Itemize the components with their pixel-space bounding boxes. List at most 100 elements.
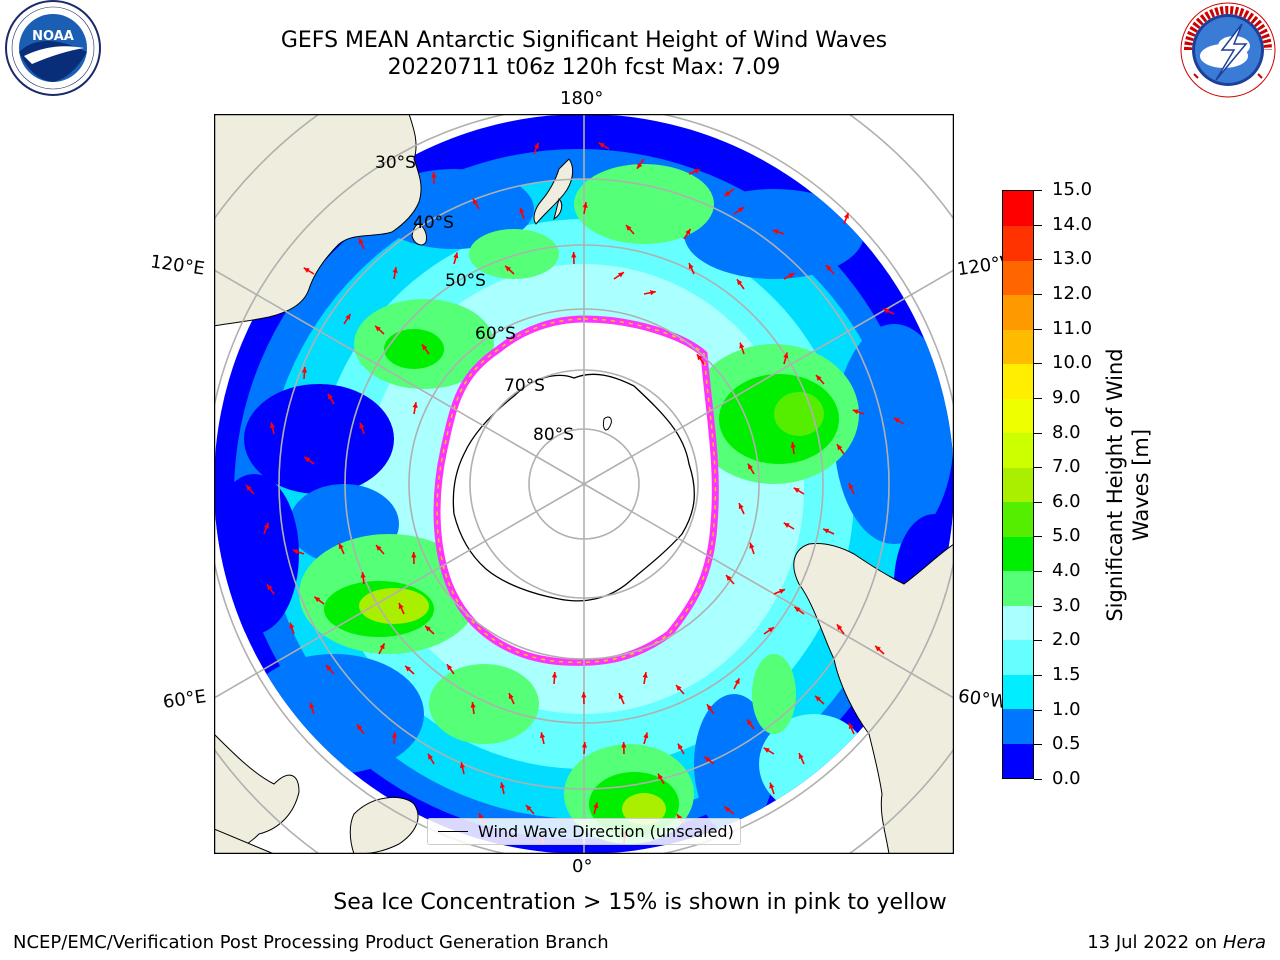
wind-wave-arrow-head bbox=[788, 273, 795, 279]
colorbar-band bbox=[1003, 639, 1033, 675]
wind-wave-arrow-head bbox=[772, 229, 779, 235]
wind-wave-arrow-head bbox=[649, 290, 656, 296]
wind-wave-arrow-head bbox=[790, 442, 796, 448]
wind-wave-arrow-head bbox=[815, 695, 821, 702]
colorbar-band bbox=[1003, 536, 1033, 572]
noaa-logo-text: NOAA bbox=[32, 29, 74, 44]
colorbar-band bbox=[1003, 570, 1033, 606]
wind-wave-arrow-head bbox=[427, 753, 433, 760]
wind-wave-arrow-head bbox=[425, 625, 431, 632]
wind-wave-arrow-head bbox=[269, 422, 276, 429]
wind-wave-arrow-head bbox=[314, 596, 321, 603]
wind-wave-arrow-head bbox=[459, 762, 466, 769]
wind-wave-arrow-head bbox=[581, 742, 588, 748]
wind-wave-arrow-head bbox=[783, 352, 789, 359]
colorbar-band bbox=[1003, 467, 1033, 503]
wind-wave-arrow-head bbox=[893, 417, 900, 423]
colorbar-band bbox=[1003, 605, 1033, 641]
wind-wave-arrow-head bbox=[738, 503, 744, 510]
wind-wave-arrow-head bbox=[823, 528, 830, 534]
colorbar-tick-label: 0.0 bbox=[1052, 768, 1081, 789]
wind-wave-arrow-head bbox=[794, 606, 801, 613]
colorbar-band bbox=[1003, 432, 1033, 468]
wind-wave-arrow-head bbox=[621, 742, 627, 748]
wind-wave-arrow-head bbox=[816, 375, 822, 381]
lat-label-30s: 30°S bbox=[375, 153, 416, 173]
colorbar-tick-mark bbox=[1034, 640, 1042, 642]
wind-wave-arrow-head bbox=[327, 393, 333, 400]
colorbar-tick-mark bbox=[1034, 675, 1042, 677]
colorbar-tick-label: 10.0 bbox=[1052, 352, 1093, 374]
map-legend: Wind Wave Direction (unscaled) bbox=[427, 818, 741, 845]
lon-label-0: 0° bbox=[572, 856, 593, 877]
noaa-logo: NOAA bbox=[5, 0, 101, 96]
wind-wave-arrow-head bbox=[636, 162, 643, 169]
wind-wave-arrow-head bbox=[391, 732, 398, 738]
wind-wave-arrow-head bbox=[843, 212, 849, 219]
colorbar-band bbox=[1003, 398, 1033, 434]
wind-wave-arrow-head bbox=[412, 402, 418, 408]
colorbar-tick-label: 11.0 bbox=[1052, 317, 1093, 339]
wind-wave-arrow-head bbox=[453, 252, 459, 259]
wind-wave-arrow-head bbox=[875, 645, 881, 652]
colorbar-tick-label: 1.0 bbox=[1052, 698, 1081, 720]
colorbar-tick-mark bbox=[1034, 501, 1042, 503]
chart-subtitle: 20220711 t06z 120h fcst Max: 7.09 bbox=[387, 55, 781, 80]
nws-logo bbox=[1180, 2, 1276, 98]
wind-wave-arrow-head bbox=[643, 732, 649, 739]
wind-wave-arrow-head bbox=[739, 342, 745, 349]
wind-wave-arrow-head bbox=[263, 522, 269, 529]
wind-wave-arrow-head bbox=[359, 422, 365, 429]
wind-wave-arrow-head bbox=[345, 313, 351, 320]
colorbar-tick-mark bbox=[1034, 328, 1042, 330]
new-zealand bbox=[533, 158, 574, 225]
wind-wave-arrow-head bbox=[338, 543, 344, 550]
wind-wave-arrow-head bbox=[379, 643, 385, 650]
wind-wave-arrow-head bbox=[582, 202, 588, 208]
wind-wave-arrow-head bbox=[551, 672, 558, 678]
wind-wave-arrow-head bbox=[508, 693, 514, 700]
wind-wave-arrow-head bbox=[704, 756, 711, 763]
wind-wave-arrow-head bbox=[356, 724, 363, 731]
wind-wave-arrow-head bbox=[581, 692, 587, 698]
wind-wave-arrow-head bbox=[734, 678, 740, 685]
wind-wave-arrow-head bbox=[848, 483, 854, 490]
colorbar-band bbox=[1003, 191, 1033, 227]
colorbar-tick-label: 15.0 bbox=[1052, 179, 1093, 200]
wind-wave-arrow-head bbox=[593, 802, 599, 809]
colorbar-tick-label: 0.5 bbox=[1052, 733, 1081, 755]
colorbar-tick-mark bbox=[1034, 190, 1042, 191]
wind-wave-arrow-head bbox=[676, 685, 682, 691]
lon-label-180: 180° bbox=[560, 88, 604, 109]
map-frame bbox=[214, 114, 954, 854]
wind-wave-arrow-head bbox=[677, 743, 683, 750]
wind-wave-arrows bbox=[245, 142, 905, 845]
wind-wave-arrow-head bbox=[446, 664, 453, 671]
legend-line-swatch bbox=[438, 831, 468, 832]
colorbar-tick-mark bbox=[1034, 432, 1042, 434]
wind-wave-arrow-head bbox=[539, 732, 546, 739]
wind-wave-arrow-head bbox=[848, 723, 854, 730]
colorbar-tick-mark bbox=[1034, 224, 1042, 226]
wind-wave-arrow-head bbox=[526, 805, 532, 811]
wind-wave-arrow-head bbox=[783, 522, 790, 528]
wind-wave-arrow-head bbox=[505, 265, 511, 272]
wind-wave-arrow-head bbox=[266, 584, 273, 591]
wind-wave-arrow-head bbox=[694, 169, 701, 174]
wind-wave-arrow-head bbox=[618, 693, 624, 700]
wind-wave-arrow-head bbox=[358, 238, 364, 245]
wind-wave-arrow-head bbox=[309, 702, 315, 709]
wind-wave-arrow-head bbox=[736, 279, 743, 286]
colorbar-tick-mark bbox=[1034, 779, 1042, 780]
wind-wave-arrow-head bbox=[724, 190, 731, 197]
lat-label-50s: 50°S bbox=[445, 271, 486, 291]
colorbar-tick-label: 14.0 bbox=[1052, 213, 1093, 235]
colorbar-tick-mark bbox=[1034, 259, 1042, 261]
wind-wave-arrow-head bbox=[303, 267, 310, 273]
wind-wave-arrow-head bbox=[826, 265, 832, 271]
wind-wave-arrow-head bbox=[598, 142, 605, 148]
wind-wave-arrow-head bbox=[301, 367, 308, 373]
colorbar-tick-mark bbox=[1034, 363, 1042, 365]
colorbar-tick-mark bbox=[1034, 744, 1042, 746]
wind-wave-arrow-head bbox=[657, 773, 663, 780]
